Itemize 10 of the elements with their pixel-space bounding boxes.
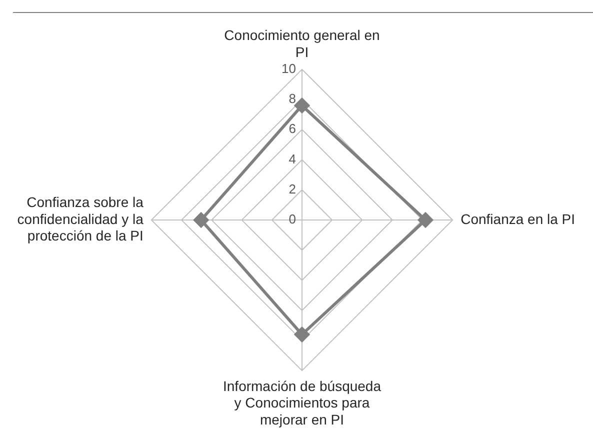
spoke-label: Información de búsqueda y Conocimientos para mejorar en PI [223,378,382,428]
y-tick-label: 2 [288,181,296,196]
y-tick-label: 10 [282,60,296,76]
y-tick-label: 8 [288,91,296,106]
y-tick-label: 0 [288,212,296,227]
y-tick-label: 6 [288,121,296,136]
spoke-label: Confianza sobre la confidencialidad y la protección de la PI [17,194,144,244]
spoke-label: Conocimiento general en PI [224,27,380,60]
y-tick-label: 4 [288,151,296,166]
spoke-label: Confianza en la PI [460,210,576,227]
